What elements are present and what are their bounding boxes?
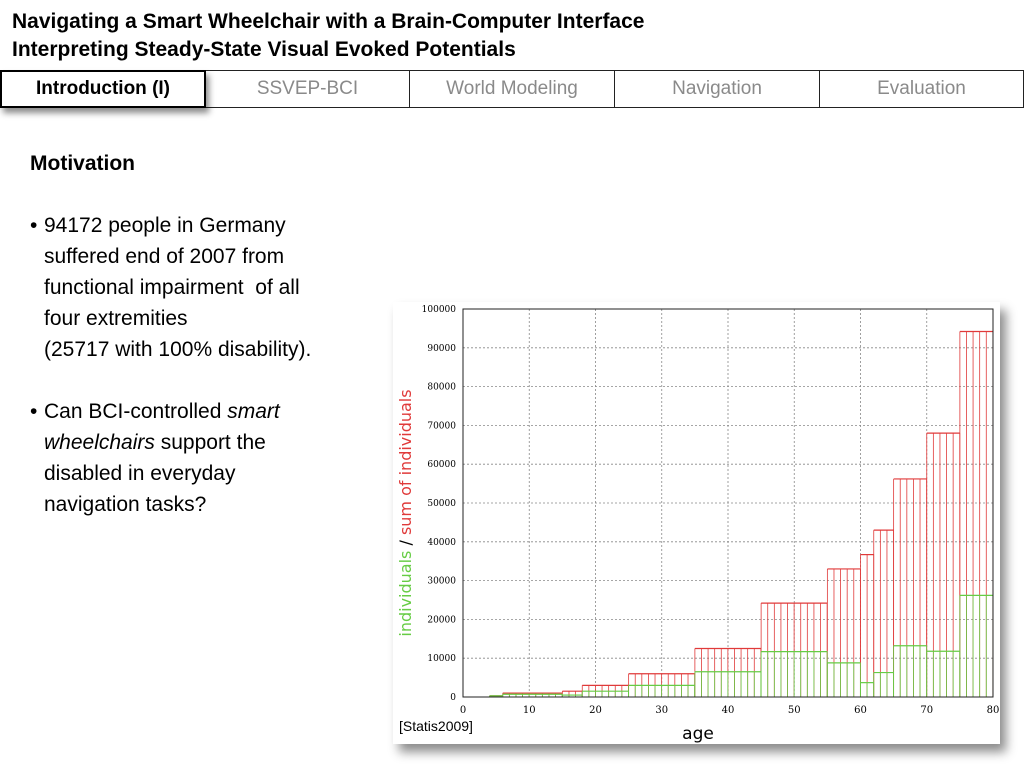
plot-frame (462, 308, 994, 698)
y-tick-label: 80000 (427, 383, 456, 393)
disability-chart: 0 10000 20000 30000 40000 50000 60000 70000 8000… (393, 302, 1000, 744)
bullet-statistics: • 94172 people in Germany suffered end o… (30, 210, 390, 365)
y-tick-label: 90000 (427, 344, 456, 354)
bullet-line: navigation tasks? (44, 493, 207, 516)
bullet-line: (25717 with 100% disability). (44, 338, 312, 361)
y-tick-label: 50000 (427, 499, 456, 509)
bullet-line: disabled in everyday (44, 462, 236, 485)
x-tick-label: 70 (920, 705, 933, 716)
bullet-emphasis: wheelchairs (44, 431, 155, 454)
y-tick-label: 30000 (427, 577, 456, 587)
bullet-emphasis: smart (227, 400, 280, 423)
x-axis-label: age (682, 724, 714, 744)
y-tick-label: 100000 (422, 305, 457, 315)
x-tick-label: 50 (788, 705, 801, 716)
chart-svg: 0 10000 20000 30000 40000 50000 60000 70000 8000… (396, 305, 1000, 744)
bullet-line: wheelchairs support the (44, 427, 390, 458)
tab-introduction[interactable]: Introduction (I) (0, 70, 206, 108)
y-axis-label-individuals: individuals (396, 551, 415, 637)
bullet-text: support the (154, 431, 266, 454)
tab-evaluation[interactable]: Evaluation (819, 70, 1024, 108)
bullet-line: suffered end of 2007 from (44, 245, 285, 268)
y-axis-label-sum: sum of individuals (396, 389, 415, 535)
bullet-symbol: • (30, 214, 38, 237)
y-tick-label: 10000 (427, 654, 456, 664)
y-axis-label: individuals / sum of individuals (396, 389, 415, 636)
y-tick-label: 20000 (427, 615, 456, 625)
bullet-line: Can BCI-controlled smart (44, 396, 390, 427)
x-tick-label: 40 (722, 705, 735, 716)
bullet-line: functional impairment of all (44, 276, 300, 299)
bullet-question: • Can BCI-controlled smart wheelchairs s… (30, 396, 390, 520)
x-tick-label: 0 (460, 705, 466, 716)
bullet-text: Can BCI-controlled (44, 400, 228, 423)
title-line-1: Navigating a Smart Wheelchair with a Bra… (12, 10, 645, 33)
slide-content: Motivation • 94172 people in Germany suf… (30, 148, 390, 551)
tab-ssvep-bci[interactable]: SSVEP-BCI (205, 70, 410, 108)
tab-world-modeling[interactable]: World Modeling (409, 70, 615, 108)
x-tick-label: 20 (589, 705, 602, 716)
bullet-symbol: • (30, 400, 38, 423)
section-tabs: Introduction (I) SSVEP-BCI World Modelin… (0, 70, 1024, 110)
bullet-line: four extremities (44, 307, 188, 330)
y-tick-label: 0 (450, 693, 456, 703)
section-heading: Motivation (30, 152, 135, 175)
y-tick-label: 60000 (427, 460, 456, 470)
x-tick-label: 10 (523, 705, 536, 716)
source-citation: [Statis2009] (399, 718, 473, 734)
slide-title: Navigating a Smart Wheelchair with a Bra… (12, 8, 644, 64)
y-tick-label: 70000 (427, 421, 456, 431)
x-tick-label: 80 (987, 705, 1000, 716)
title-line-2: Interpreting Steady-State Visual Evoked … (12, 38, 516, 61)
bullet-line: 94172 people in Germany (44, 214, 286, 237)
x-tick-label: 30 (655, 705, 668, 716)
x-tick-label: 60 (854, 705, 867, 716)
y-axis-label-separator: / (396, 535, 415, 551)
tab-navigation[interactable]: Navigation (614, 70, 820, 108)
y-tick-label: 40000 (427, 538, 456, 548)
